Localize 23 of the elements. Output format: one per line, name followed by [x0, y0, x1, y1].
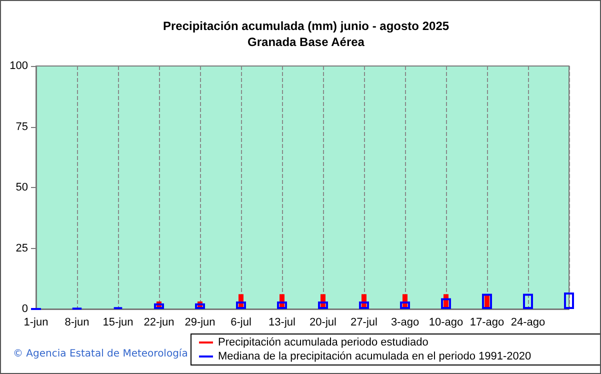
- chart-title: Precipitación acumulada (mm) junio - agosto 2025: [162, 19, 450, 33]
- y-tick-label: 25: [16, 242, 28, 254]
- x-tick-label: 22-jun: [144, 316, 174, 328]
- x-tick-label: 13-jul: [268, 316, 296, 328]
- x-tick-label: 24-ago: [510, 316, 546, 328]
- y-tick-label: 75: [16, 120, 28, 133]
- x-tick-label: 8-jun: [64, 316, 90, 328]
- x-tick-label: 3-ago: [390, 316, 420, 328]
- x-tick-label: 17-ago: [470, 316, 504, 328]
- x-tick-label: 10-ago: [428, 316, 464, 328]
- legend-label: Mediana de la precipitación acumulada en el periodo 1991-2020: [218, 350, 532, 362]
- y-tick-label: 100: [10, 60, 28, 72]
- y-tick-label: 0: [22, 303, 28, 315]
- x-tick-label: 27-jul: [350, 316, 378, 328]
- chart-subtitle: Granada Base Aérea: [248, 35, 365, 49]
- x-tick-label: 15-jun: [102, 316, 134, 328]
- x-tick-label: 29-jun: [184, 316, 216, 328]
- y-tick-label: 50: [16, 182, 28, 194]
- x-tick-label: 1-jun: [24, 316, 48, 328]
- text: © Agencia Estatal de Meteorología: [13, 348, 188, 360]
- legend-label: Precipitación acumulada periodo estudiado: [218, 336, 428, 348]
- x-tick-label: 20-jul: [310, 316, 336, 328]
- x-tick-label: 6-jul: [230, 316, 252, 328]
